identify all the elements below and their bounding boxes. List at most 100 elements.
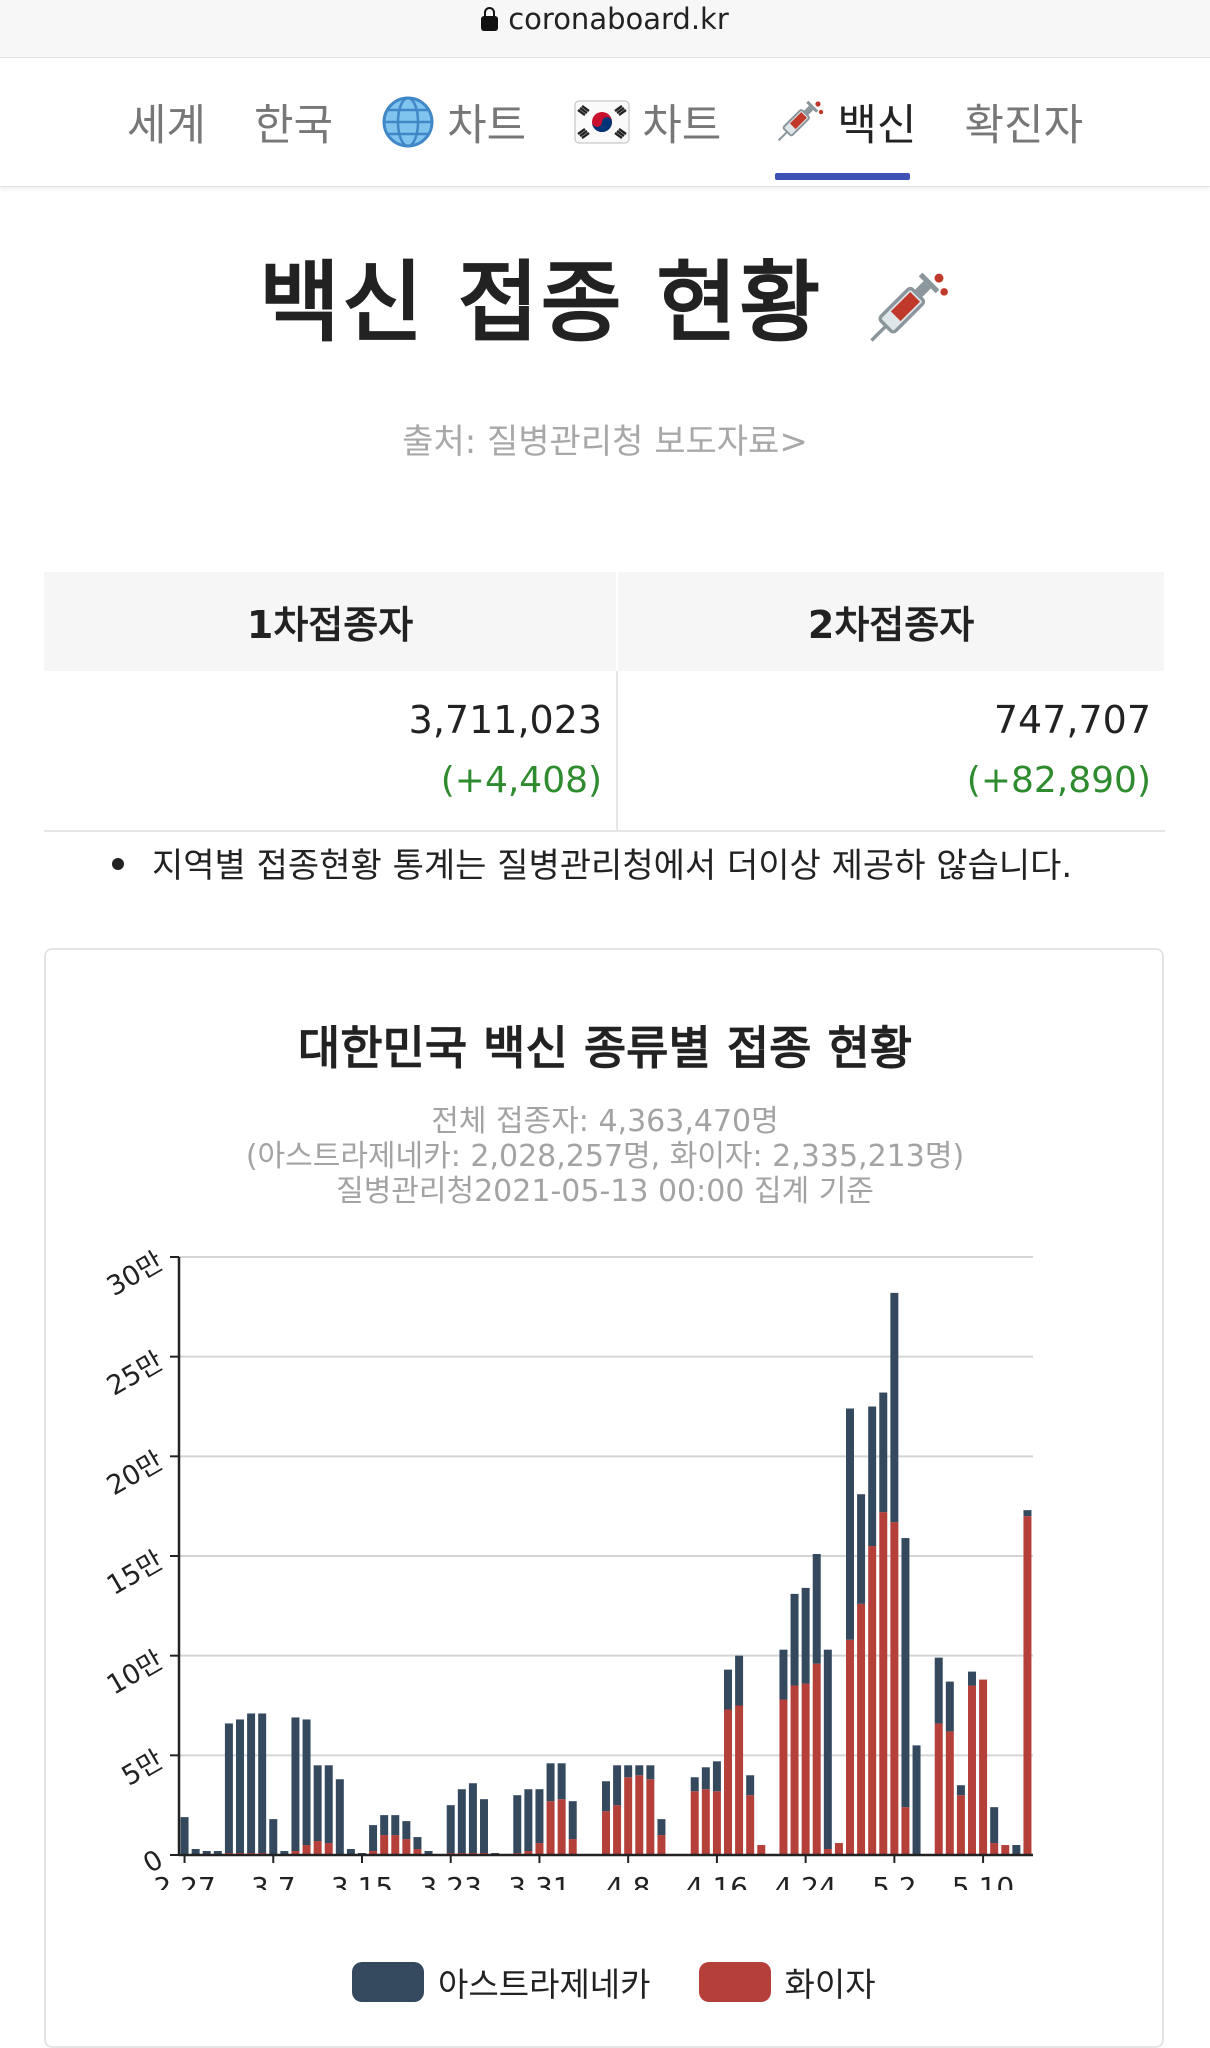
x-tick-label: 5.10 [952,1871,1014,1890]
y-tick-label: 20만 [102,1446,169,1502]
header-second-dose: 2차접종자 [617,572,1166,671]
bar-pfizer [535,1843,544,1855]
x-tick-label: 4.24 [774,1871,836,1890]
bar-astrazeneca [180,1817,189,1855]
tab-world-chart[interactable]: 차트 [357,58,550,186]
bar-pfizer [369,1851,378,1855]
bar-astrazeneca [291,1717,300,1852]
bar-astrazeneca [524,1789,533,1852]
bar-astrazeneca [369,1825,378,1852]
bar-pfizer [1023,1516,1032,1855]
bar-pfizer [834,1843,843,1855]
x-tick-label: 4.16 [686,1871,748,1890]
bar-astrazeneca [546,1763,555,1802]
bar-pfizer [945,1731,954,1855]
bar-pfizer [613,1805,622,1855]
bar-astrazeneca [346,1849,355,1855]
bar-pfizer [746,1795,755,1855]
bar-pfizer [879,1512,888,1855]
bar-astrazeneca [302,1719,311,1846]
bar-astrazeneca [613,1765,622,1806]
bar-pfizer [1001,1845,1010,1855]
bar-astrazeneca [213,1851,222,1855]
legend-label: 아스트라제네카 [438,1965,651,2004]
header-first-dose: 1차접종자 [44,572,619,671]
bar-pfizer [524,1851,533,1855]
bar-pfizer [823,1849,832,1855]
legend-item-astrazeneca[interactable]: 아스트라제네카 [352,1958,651,2006]
bar-astrazeneca [424,1851,433,1855]
tab-world[interactable]: 세계 [103,58,230,186]
bar-pfizer [302,1845,311,1855]
chart-title: 대한민국 백신 종류별 접종 현황 [297,1021,913,1075]
x-tick-label: 4.8 [606,1871,651,1890]
bar-astrazeneca [391,1815,400,1836]
source-link[interactable]: 출처: 질병관리청 보도자료> [402,422,808,462]
tab-vaccine[interactable]: 백신 [745,58,940,186]
bar-pfizer [868,1546,877,1855]
legend-item-pfizer[interactable]: 화이자 [698,1958,876,2006]
bar-pfizer [557,1799,566,1855]
second-dose-delta: (+82,890) [966,760,1151,801]
vaccination-stats-table: 1차접종자 2차접종자 3,711,023 (+4,408) 747,707 (… [44,572,1166,832]
bar-astrazeneca [956,1785,965,1796]
bar-astrazeneca [568,1801,577,1840]
bar-astrazeneca [413,1837,422,1850]
bar-pfizer [779,1699,788,1855]
bar-astrazeneca [657,1819,666,1836]
bar-astrazeneca [1012,1845,1021,1855]
tab-label: 차트 [642,101,722,151]
bar-pfizer [657,1835,666,1855]
tab-confirmed[interactable]: 확진자 [940,58,1107,186]
second-dose-cell: 747,707 (+82,890) [617,671,1165,832]
browser-url-bar[interactable]: coronaboard.kr [0,0,1210,58]
bar-astrazeneca [724,1669,732,1710]
bar-astrazeneca [446,1805,455,1854]
second-dose-total: 747,707 [993,698,1151,742]
bar-pfizer [380,1835,389,1855]
bar-astrazeneca [746,1775,755,1796]
x-tick-label: 3.7 [251,1871,296,1890]
bar-pfizer [724,1709,732,1855]
bar-astrazeneca [258,1713,267,1854]
bar-pfizer [735,1705,744,1855]
bar-astrazeneca [890,1292,899,1523]
bar-pfizer [546,1801,555,1855]
bar-astrazeneca [846,1408,854,1640]
bar-astrazeneca [701,1767,710,1790]
bar-astrazeneca [402,1821,411,1840]
tab-korea-chart[interactable]: 차트 [550,58,745,186]
bar-astrazeneca [513,1795,522,1854]
tab-korea[interactable]: 한국 [230,58,357,186]
bar-astrazeneca [191,1849,200,1855]
bar-pfizer [624,1777,633,1855]
syringe-icon [855,251,951,354]
bar-astrazeneca [712,1761,721,1792]
bar-astrazeneca [879,1392,888,1513]
x-tick-label: 2.27 [153,1871,215,1890]
syringe-icon [769,94,825,150]
bar-pfizer [757,1845,766,1855]
bar-pfizer [391,1835,400,1855]
bar-astrazeneca [990,1807,999,1844]
bar-astrazeneca [646,1765,655,1780]
y-tick-label: 25만 [102,1346,169,1402]
y-tick-label: 5만 [117,1745,169,1793]
y-tick-label: 15만 [102,1545,169,1601]
bar-pfizer [701,1789,710,1855]
bar-pfizer [690,1791,699,1855]
bar-pfizer [846,1639,854,1855]
bar-astrazeneca [823,1649,832,1850]
bar-astrazeneca [812,1554,821,1664]
top-navigation: 세계 한국 차트 [0,58,1210,187]
bar-astrazeneca [480,1799,488,1854]
bar-pfizer [979,1679,988,1855]
page-title-text: 백신 접종 현황 [259,251,823,354]
bar-pfizer [812,1663,821,1855]
first-dose-cell: 3,711,023 (+4,408) [44,671,619,832]
bar-astrazeneca [280,1851,289,1855]
bar-pfizer [313,1841,322,1855]
bar-pfizer [790,1685,799,1855]
tab-label: 한국 [253,101,334,151]
first-dose-delta: (+4,408) [440,760,603,801]
